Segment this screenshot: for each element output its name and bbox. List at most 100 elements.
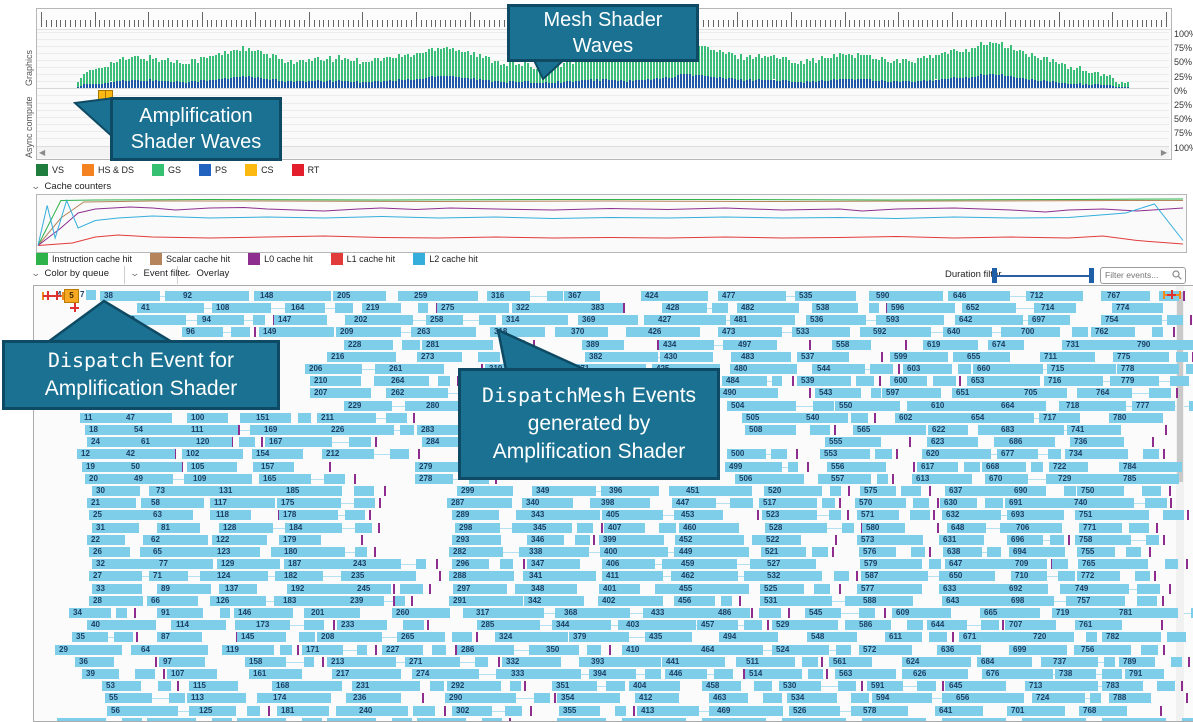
event-number-label[interactable]: 731: [1066, 340, 1080, 349]
event-block[interactable]: [1109, 693, 1151, 703]
event-number-label[interactable]: 50: [131, 462, 140, 471]
event-number-label[interactable]: 167: [269, 437, 283, 446]
event-number-label[interactable]: 129: [221, 559, 235, 568]
event-block[interactable]: [797, 376, 851, 386]
event-block[interactable]: [212, 596, 266, 606]
event-block[interactable]: [802, 657, 818, 667]
event-block[interactable]: [302, 718, 322, 721]
event-number-label[interactable]: 96: [186, 327, 195, 336]
event-block[interactable]: [452, 559, 489, 569]
event-block[interactable]: [165, 291, 186, 301]
event-block[interactable]: [1079, 706, 1127, 716]
event-number-label[interactable]: 382: [589, 352, 603, 361]
event-block[interactable]: [567, 327, 608, 337]
event-number-label[interactable]: 205: [337, 291, 351, 300]
event-number-label[interactable]: 324: [499, 632, 513, 641]
event-number-label[interactable]: 120: [196, 437, 210, 446]
event-block[interactable]: [929, 632, 947, 642]
event-block[interactable]: [1146, 535, 1159, 545]
event-block[interactable]: [859, 547, 896, 557]
event-block[interactable]: [1126, 547, 1141, 557]
event-number-label[interactable]: 239: [350, 596, 364, 605]
event-number-label[interactable]: 63: [153, 510, 162, 519]
event-block[interactable]: [1092, 388, 1132, 398]
event-block[interactable]: [922, 449, 991, 459]
event-number-label[interactable]: 701: [1011, 706, 1025, 715]
event-number-label[interactable]: 697: [1032, 315, 1046, 324]
event-number-label[interactable]: 398: [601, 498, 615, 507]
event-number-label[interactable]: 281: [426, 340, 440, 349]
event-number-label[interactable]: 183: [283, 596, 297, 605]
event-number-label[interactable]: 650: [949, 571, 963, 580]
event-number-label[interactable]: 499: [729, 462, 743, 471]
event-block[interactable]: [87, 535, 125, 545]
event-block[interactable]: [779, 681, 821, 691]
event-block[interactable]: [432, 645, 446, 655]
event-block[interactable]: [1058, 571, 1075, 581]
event-number-label[interactable]: 494: [723, 632, 737, 641]
event-block[interactable]: [730, 364, 797, 374]
event-block[interactable]: [167, 669, 217, 679]
event-block[interactable]: [964, 462, 980, 472]
event-block[interactable]: [911, 547, 925, 557]
event-block[interactable]: [1007, 510, 1064, 520]
event-block[interactable]: [600, 547, 668, 557]
event-block[interactable]: [1039, 413, 1080, 423]
event-block[interactable]: [1077, 547, 1115, 557]
event-number-label[interactable]: 451: [686, 486, 700, 495]
event-block[interactable]: [159, 657, 205, 667]
event-number-label[interactable]: 522: [766, 535, 780, 544]
event-number-label[interactable]: 180: [284, 547, 298, 556]
event-block[interactable]: [994, 437, 1013, 447]
event-block[interactable]: [155, 559, 213, 569]
event-number-label[interactable]: 529: [776, 620, 790, 629]
event-block[interactable]: [195, 706, 236, 716]
event-block[interactable]: [943, 547, 982, 557]
event-number-label[interactable]: 698: [1011, 596, 1025, 605]
event-block[interactable]: [822, 498, 835, 508]
event-block[interactable]: [727, 401, 796, 411]
event-block[interactable]: [1077, 388, 1092, 398]
event-block[interactable]: [659, 523, 676, 533]
event-number-label[interactable]: 34: [73, 608, 82, 617]
event-number-label[interactable]: 656: [956, 693, 970, 702]
event-number-label[interactable]: 684: [981, 657, 995, 666]
event-number-label[interactable]: 528: [769, 523, 783, 532]
event-number-label[interactable]: 171: [306, 645, 320, 654]
event-number-label[interactable]: 165: [263, 474, 277, 483]
event-number-label[interactable]: 590: [876, 291, 890, 300]
event-block[interactable]: [529, 645, 549, 655]
event-block[interactable]: [430, 681, 444, 691]
event-block[interactable]: [527, 535, 564, 545]
event-block[interactable]: [1032, 693, 1085, 703]
event-block[interactable]: [1075, 620, 1122, 630]
event-block[interactable]: [1077, 486, 1124, 496]
event-number-label[interactable]: 154: [256, 449, 270, 458]
event-number-label[interactable]: 609: [896, 608, 910, 617]
event-number-label[interactable]: 351: [556, 681, 570, 690]
event-block[interactable]: [457, 486, 513, 496]
event-block[interactable]: [317, 413, 376, 423]
event-number-label[interactable]: 561: [833, 657, 847, 666]
event-number-label[interactable]: 624: [906, 657, 920, 666]
event-block[interactable]: [942, 596, 1010, 606]
event-block[interactable]: [92, 523, 139, 533]
event-number-label[interactable]: 297: [457, 584, 471, 593]
event-number-label[interactable]: 12: [81, 449, 90, 458]
event-block[interactable]: [917, 681, 936, 691]
event-block[interactable]: [426, 315, 463, 325]
event-block[interactable]: [829, 413, 848, 423]
event-block[interactable]: [527, 584, 577, 594]
event-block[interactable]: [859, 645, 912, 655]
event-block[interactable]: [764, 486, 822, 496]
event-block[interactable]: [1065, 449, 1128, 459]
event-block[interactable]: [235, 620, 253, 630]
event-number-label[interactable]: 750: [1081, 486, 1095, 495]
event-block[interactable]: [845, 596, 862, 606]
event-number-label[interactable]: 406: [606, 559, 620, 568]
event-number-label[interactable]: 405: [606, 510, 620, 519]
event-block[interactable]: [604, 523, 645, 533]
event-number-label[interactable]: 20: [89, 474, 98, 483]
event-number-label[interactable]: 18: [89, 425, 98, 434]
event-number-label[interactable]: 434: [663, 340, 677, 349]
